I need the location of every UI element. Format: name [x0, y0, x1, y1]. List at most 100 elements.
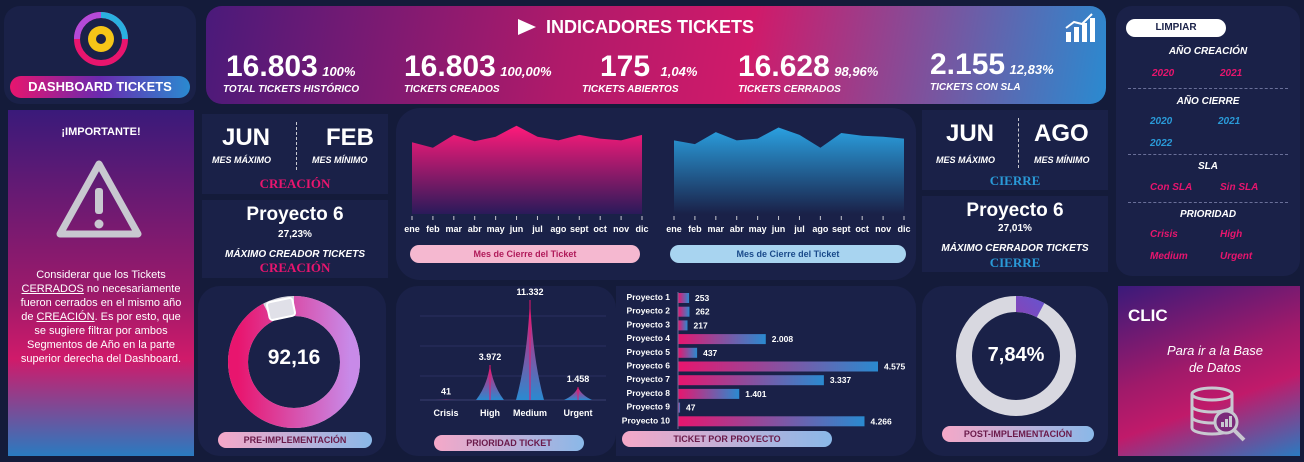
post-implementation-card: 7,84% POST-IMPLEMENTACIÓN [922, 286, 1108, 456]
chart-growth-icon [1064, 12, 1096, 44]
kpi-pct: 100% [322, 64, 356, 79]
project-bar [678, 375, 824, 386]
month-tick-label: abr [468, 224, 483, 234]
cierre-tag: CIERRE [989, 173, 1041, 188]
filter-high[interactable]: High [1220, 229, 1243, 240]
dashboard-title: DASHBOARD TICKETS [10, 76, 190, 98]
creacion-project-tag: CREACIÓN [259, 260, 331, 275]
pre-donut [228, 296, 360, 428]
divider [1128, 202, 1288, 203]
month-tick-label: abr [730, 224, 745, 234]
month-tick-label: ago [812, 224, 829, 234]
important-text: Considerar que los Tickets CERRADOS no n… [20, 268, 182, 366]
clic-text: Para ir a la Base de Datos [1166, 343, 1264, 375]
kpi-closed: 16.628 98,96% TICKETS CERRADOS [738, 52, 879, 96]
priority-category-label: Medium [513, 408, 547, 418]
filter-cierre-2021[interactable]: 2021 [1218, 116, 1241, 127]
cierre-min-label: MES MÍNIMO [1034, 155, 1090, 165]
cierre-project-pct: 27,01% [998, 223, 1032, 234]
filter-urgent[interactable]: Urgent [1220, 251, 1253, 262]
right-chart-axis-label: Mes de Cierre del Ticket [670, 245, 906, 263]
project-value-label: 4.266 [870, 416, 892, 426]
important-text-d: CREACIÓN [36, 311, 95, 323]
priority-card: 41 Crisis 3.972 High 11.332 Medium 1.458 Urgent… [396, 286, 616, 456]
filter-medium[interactable]: Medium [1150, 251, 1188, 262]
post-value: 7,84% [987, 344, 1045, 366]
kpi-label: TICKETS ABIERTOS [582, 84, 679, 95]
creacion-min-label: MES MÍNIMO [312, 155, 368, 165]
project-category-label: Proyecto 7 [627, 374, 671, 384]
priority-chart: 41 Crisis 3.972 High 11.332 Medium 1.458 Urgent [420, 287, 606, 418]
project-value-label: 2.008 [772, 334, 794, 344]
project-bar [678, 361, 878, 372]
tag-icon [518, 19, 536, 35]
project-value-label: 4.575 [884, 362, 906, 372]
month-tick-label: dic [897, 224, 910, 234]
divider [1018, 118, 1019, 168]
project-category-label: Proyecto 10 [622, 415, 670, 425]
priority-category-label: High [480, 408, 500, 418]
anio-cierre-title: AÑO CIERRE [1176, 96, 1240, 107]
kpi-sla: 2.155 12,83% TICKETS CON SLA [930, 50, 1054, 94]
project-bar [678, 320, 688, 331]
kpi-total: 16.803 100% TOTAL TICKETS HISTÓRICO [223, 50, 360, 96]
kpi-pct: 98,96% [834, 64, 879, 79]
divider [1128, 88, 1288, 89]
creacion-min-month: FEB [326, 124, 374, 151]
project-bar [678, 334, 766, 345]
project-category-label: Proyecto 3 [627, 319, 671, 329]
creacion-max-label: MES MÁXIMO [212, 155, 272, 165]
kpi-label: TICKETS CERRADOS [738, 84, 841, 95]
creacion-project-label: MÁXIMO CREADOR TICKETS [225, 249, 365, 260]
project-category-label: Proyecto 2 [627, 306, 671, 316]
filter-crisis[interactable]: Crisis [1150, 229, 1178, 240]
database-link-card[interactable]: CLIC Para ir a la Base de Datos [1118, 286, 1300, 456]
month-tick-label: jul [531, 224, 543, 234]
project-card: Proyecto 1 253 Proyecto 2 262 Proyecto 3 217 P… [616, 286, 916, 456]
important-text-c: no necesariamente fueron cerrados en el … [20, 283, 182, 323]
project-bar [678, 402, 681, 413]
project-axis-label: TICKET POR PROYECTO [622, 431, 832, 447]
important-text-a: Considerar que los Tickets [36, 269, 166, 281]
month-tick-label: ene [666, 224, 682, 234]
kpi-pct: 100,00% [500, 64, 552, 79]
priority-value-label: 11.332 [516, 287, 543, 297]
filter-cierre-2022[interactable]: 2022 [1150, 138, 1173, 149]
filter-cierre-2020[interactable]: 2020 [1150, 116, 1173, 127]
project-value-label: 3.337 [830, 375, 852, 385]
post-label: POST-IMPLEMENTACIÓN [942, 426, 1094, 442]
filter-sin-sla[interactable]: Sin SLA [1220, 182, 1259, 193]
month-tick-label: dic [635, 224, 648, 234]
month-tick-label: jul [793, 224, 805, 234]
priority-value-label: 1.458 [567, 374, 590, 384]
month-tick-label: may [487, 224, 505, 234]
anio-creacion-title: AÑO CREACIÓN [1168, 46, 1248, 57]
warning-icon [54, 158, 144, 242]
month-tick-label: ene [404, 224, 420, 234]
creacion-project-pct: 27,23% [278, 229, 312, 240]
cierre-project-card: Proyecto 6 27,01% MÁXIMO CERRADOR TICKET… [922, 196, 1108, 272]
divider [296, 122, 297, 170]
important-text-e: . Es por esto, que se sugiere filtrar po… [20, 311, 182, 365]
kpi-pct: 12,83% [1009, 62, 1054, 77]
project-value-label: 253 [695, 293, 709, 303]
month-tick-label: sept [832, 224, 851, 234]
priority-category-label: Urgent [564, 408, 593, 418]
project-chart: Proyecto 1 253 Proyecto 2 262 Proyecto 3 217 P… [622, 292, 906, 429]
filter-con-sla[interactable]: Con SLA [1150, 182, 1193, 193]
project-bar [678, 416, 865, 427]
filter-creacion-2020[interactable]: 2020 [1152, 68, 1175, 79]
filters-panel: LIMPIAR AÑO CREACIÓN 2020 2021 AÑO CIERR… [1116, 6, 1300, 276]
header-title: INDICADORES TICKETS [546, 16, 755, 37]
priority-value-label: 41 [441, 387, 451, 397]
clear-filters-button[interactable]: LIMPIAR [1126, 19, 1226, 37]
month-tick-label: sept [570, 224, 589, 234]
logo-card: DASHBOARD TICKETS [4, 6, 196, 104]
post-donut-value-arc [956, 296, 1076, 416]
filter-creacion-2021[interactable]: 2021 [1220, 68, 1243, 79]
kpi-label: TOTAL TICKETS HISTÓRICO [223, 84, 360, 95]
kpi-label: TICKETS CON SLA [930, 82, 1021, 93]
important-title: ¡IMPORTANTE! [61, 126, 141, 138]
kpi-value: 16.803 [226, 50, 318, 83]
area-charts-card: ene feb mar abr may jun jul ago sept oct nov dic ene… [396, 108, 916, 280]
